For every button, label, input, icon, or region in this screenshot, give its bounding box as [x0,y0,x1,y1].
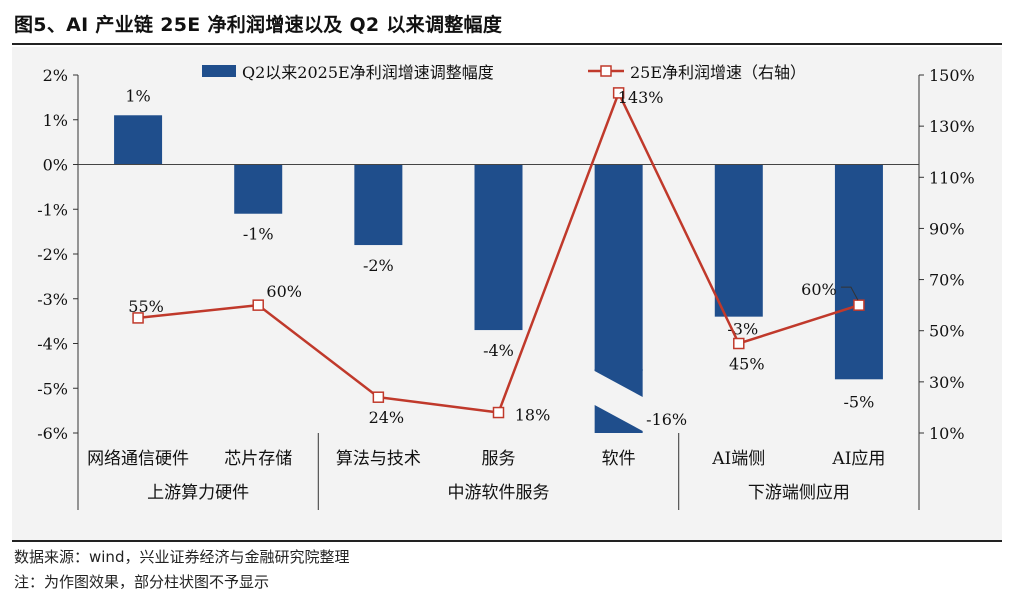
bar [354,164,403,246]
line-data-label: 45% [729,355,765,374]
category-label: 算法与技术 [336,449,421,469]
bar [714,164,763,317]
right-axis-tick-label: 50% [929,322,965,341]
bar-lower-segment [594,405,643,433]
legend-line-label: 25E净利润增速（右轴） [630,63,806,82]
footer-divider [12,540,1002,542]
left-axis-tick-label: -4% [37,335,68,354]
right-axis-tick-label: 130% [929,117,975,136]
bar [114,115,163,165]
line-marker [492,406,505,419]
left-axis-tick-label: -1% [37,200,68,219]
group-label: 下游端侧应用 [748,483,850,503]
bar-data-label: -2% [363,256,394,275]
bar [834,164,883,380]
left-axis-tick-label: 2% [43,66,68,85]
right-axis-tick-label: 90% [929,219,965,238]
left-axis-tick-label: 1% [43,111,68,130]
bar-data-label: -4% [483,341,514,360]
footnote: 注：为作图效果，部分柱状图不予显示 [14,573,270,591]
line-marker [372,391,385,403]
legend-bar-label: Q2以来2025E净利润增速调整幅度 [242,63,494,82]
category-label: AI应用 [831,449,885,469]
right-axis-tick-label: 150% [929,66,975,85]
bar [594,164,643,371]
category-label: AI端侧 [711,449,765,469]
right-axis-tick-label: 30% [929,373,965,392]
chart-title: 图5、AI 产业链 25E 净利润增速以及 Q2 以来调整幅度 [14,14,503,36]
bar-data-label: 1% [125,86,150,105]
bar-data-label: -16% [646,410,687,429]
category-label: 服务 [482,449,516,469]
bar [234,164,283,214]
category-label: 软件 [602,449,636,469]
left-axis-tick-label: -6% [37,424,68,443]
legend-line-marker [600,65,612,77]
right-axis-tick-label: 10% [929,424,965,443]
title-divider [12,43,1002,45]
line-data-label: 55% [128,297,164,316]
chart-panel: 2% 1% 0% -1% -2% -3% -4% -5% -6% 150% 130% 110% 90% 7… [12,47,1002,540]
line-marker [252,299,264,311]
bar-data-label: -5% [844,392,875,411]
right-axis-tick-label: 110% [929,168,975,187]
line-marker [733,337,745,350]
category-label: 网络通信硬件 [87,449,189,469]
legend-bar-swatch [202,65,236,77]
bar-data-label: -1% [243,225,274,244]
line-data-label: 60% [801,280,837,299]
bar [474,164,523,331]
line-data-label: 18% [515,406,551,425]
source-note: 数据来源：wind，兴业证券经济与金融研究院整理 [14,548,350,566]
right-axis-tick-label: 70% [929,271,965,290]
line-marker [132,312,144,324]
group-label: 中游软件服务 [448,483,550,503]
line-data-label: 24% [369,408,405,427]
left-axis-tick-label: -5% [37,379,68,398]
left-axis-tick-label: -3% [37,290,68,309]
category-label: 芯片存储 [224,449,292,469]
line-marker [612,87,625,99]
chart-svg: 2% 1% 0% -1% -2% -3% -4% -5% -6% 150% 130% 110% 90% 7… [37,63,975,510]
line-data-label: 60% [266,282,302,301]
bar-upper-segment-end [594,369,643,397]
group-label: 上游算力硬件 [147,483,249,503]
left-axis-tick-label: 0% [43,156,68,175]
line-marker [853,299,865,311]
left-axis-tick-label: -2% [37,245,68,264]
label-leader-line [840,286,859,301]
line-data-label: 143% [618,88,664,107]
